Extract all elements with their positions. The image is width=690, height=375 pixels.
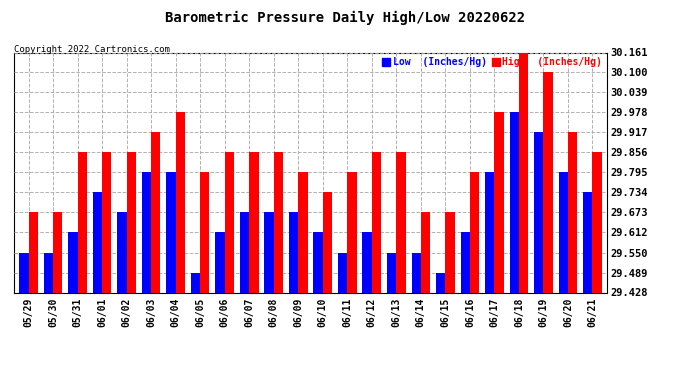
Bar (323, 192, 332, 292)
Bar (411, 252, 421, 292)
Bar (485, 172, 495, 292)
Bar (142, 172, 151, 292)
Bar (274, 152, 283, 292)
Bar (460, 232, 470, 292)
Bar (53, 212, 62, 292)
Bar (583, 192, 593, 292)
Bar (166, 172, 176, 292)
Bar (347, 172, 357, 292)
Bar (559, 172, 568, 292)
Bar (372, 152, 381, 292)
Bar (264, 212, 274, 292)
Bar (43, 252, 53, 292)
Bar (117, 212, 126, 292)
Bar (151, 132, 161, 292)
Bar (313, 232, 323, 292)
Bar (215, 232, 225, 292)
Bar (421, 212, 430, 292)
Bar (191, 273, 200, 292)
Bar (436, 273, 445, 292)
Bar (544, 72, 553, 292)
Bar (593, 152, 602, 292)
Bar (92, 192, 102, 292)
Bar (19, 252, 28, 292)
Bar (126, 152, 136, 292)
Bar (534, 132, 544, 292)
Bar (200, 172, 210, 292)
Bar (445, 212, 455, 292)
Bar (396, 152, 406, 292)
Bar (338, 252, 347, 292)
Bar (289, 212, 298, 292)
Text: Copyright 2022 Cartronics.com: Copyright 2022 Cartronics.com (14, 45, 170, 54)
Bar (225, 152, 234, 292)
Bar (77, 152, 87, 292)
Bar (68, 232, 77, 292)
Bar (240, 212, 249, 292)
Bar (362, 232, 372, 292)
Bar (470, 172, 479, 292)
Legend: Low  (Inches/Hg), High  (Inches/Hg): Low (Inches/Hg), High (Inches/Hg) (382, 57, 602, 68)
Bar (568, 132, 578, 292)
Bar (510, 112, 519, 292)
Bar (28, 212, 38, 292)
Bar (298, 172, 308, 292)
Bar (102, 152, 111, 292)
Bar (519, 53, 529, 292)
Bar (495, 112, 504, 292)
Text: Barometric Pressure Daily High/Low 20220622: Barometric Pressure Daily High/Low 20220… (165, 11, 525, 26)
Bar (176, 112, 185, 292)
Bar (249, 152, 259, 292)
Bar (387, 252, 396, 292)
